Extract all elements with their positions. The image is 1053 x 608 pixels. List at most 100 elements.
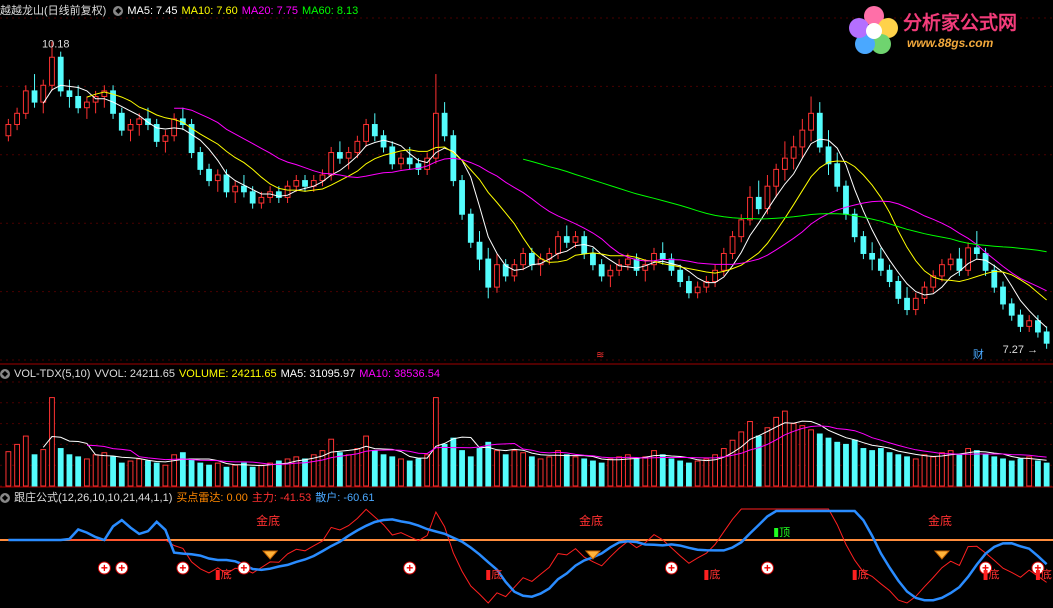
- volume-bar: [555, 450, 561, 487]
- candle-body: [572, 236, 579, 243]
- candle-body: [991, 269, 998, 288]
- candle-body: [563, 236, 570, 243]
- candle-body: [816, 112, 823, 148]
- volume-bar: [668, 458, 675, 487]
- low-price-label: 7.27 →: [1003, 344, 1038, 356]
- candle-body: [432, 112, 439, 159]
- volume-bar: [912, 458, 919, 487]
- plus-circle: [237, 561, 251, 575]
- volume-bar: [825, 437, 832, 487]
- volume-bar: [581, 458, 588, 487]
- candle-body: [258, 196, 265, 204]
- volume-bar: [563, 454, 570, 487]
- candle-body: [162, 135, 169, 142]
- bottom-bar: [983, 570, 988, 580]
- buy-plus-signal: +: [115, 561, 129, 575]
- volume-bar: [179, 452, 186, 487]
- volume-bar: [398, 458, 404, 487]
- volume-bar: [851, 439, 858, 487]
- volume-bar: [590, 460, 596, 487]
- candle-body: [398, 157, 404, 165]
- gold-bottom-label: 金底: [928, 513, 952, 528]
- bottom-label: 底: [989, 567, 1000, 581]
- volume-bar: [249, 466, 256, 487]
- candle-body: [66, 90, 73, 97]
- volume-ma-lines: [42, 420, 1047, 467]
- indicator-title: 跟庄公式(12,26,10,10,21,44,1,1): [14, 492, 173, 504]
- candle-body: [877, 258, 884, 271]
- candle-body: [319, 174, 326, 182]
- volume-bar: [153, 462, 160, 487]
- volume-bar: [738, 431, 745, 487]
- candle-body: [895, 281, 902, 299]
- volume-bar: [66, 454, 73, 487]
- plus-icon: +: [101, 561, 108, 575]
- volume-ma-line: [42, 420, 1047, 467]
- gold-bottom-label: 金底: [579, 513, 603, 528]
- volume-bar: [616, 456, 623, 487]
- plus-icon: +: [1034, 561, 1041, 575]
- collapse-icon[interactable]: ◆: [0, 493, 10, 504]
- candle-body: [337, 152, 343, 159]
- volume-bar: [694, 460, 701, 487]
- candle-body: [520, 252, 527, 266]
- candle-body: [197, 152, 204, 170]
- volume-bar: [450, 437, 457, 487]
- volume-bar: [31, 454, 38, 487]
- candle-body: [939, 264, 945, 277]
- candle-body: [49, 56, 55, 86]
- volume-bar: [467, 456, 474, 487]
- buy-plus-signal: +: [403, 561, 417, 575]
- ma-readout-3: MA60: 8.13: [302, 5, 359, 17]
- volume-bar: [607, 458, 614, 487]
- volume-bar: [432, 397, 439, 487]
- buy-plus-signal: +: [664, 561, 678, 575]
- gold-bottom-label: 金底: [256, 513, 280, 528]
- candle-body: [380, 135, 387, 148]
- candle-body: [834, 163, 841, 187]
- candle-body: [843, 185, 849, 215]
- volume-bar: [1043, 462, 1050, 487]
- volume-bar: [834, 441, 841, 487]
- candle-body: [188, 124, 195, 154]
- volume-title: VOL-TDX(5,10): [14, 368, 91, 380]
- volume-bar: [485, 441, 492, 487]
- volume-bar: [930, 456, 937, 487]
- candle-body: [982, 252, 989, 271]
- volume-bar: [677, 460, 684, 487]
- volume-bar: [598, 462, 605, 487]
- volume-readout-1: VOLUME: 24211.65: [178, 368, 277, 380]
- candle-body: [415, 163, 422, 170]
- flower-icon: [849, 6, 898, 54]
- volume-bar: [939, 452, 945, 487]
- volume-bar: [232, 464, 239, 487]
- bottom-label: 底: [709, 567, 720, 581]
- volume-bar: [528, 456, 535, 487]
- volume-bar: [790, 423, 797, 487]
- volume-bar: [965, 448, 972, 487]
- candle-body: [703, 281, 710, 288]
- plus-circle: [664, 561, 678, 575]
- volume-bar: [171, 454, 178, 487]
- volume-bar: [136, 458, 143, 487]
- candle-body: [921, 286, 928, 299]
- volume-bar: [5, 451, 12, 487]
- collapse-icon[interactable]: ◆: [0, 369, 10, 380]
- candle-body: [607, 269, 614, 277]
- ma-line-ma60: [522, 158, 1047, 253]
- volume-bar: [781, 410, 788, 487]
- candle-body: [860, 236, 867, 254]
- volume-bar: [1017, 458, 1024, 487]
- plus-circle: [760, 561, 774, 575]
- candle-body: [241, 185, 247, 193]
- candle-body: [973, 247, 980, 254]
- bottom-bar: [852, 570, 857, 580]
- settings-toggle-icon[interactable]: ◆: [113, 6, 124, 17]
- buy-plus-signal: +: [237, 561, 251, 575]
- indicator-readout-1: 主力: -41.53: [251, 492, 312, 504]
- volume-bar: [83, 458, 90, 487]
- buy-plus-signal: +: [176, 561, 190, 575]
- volume-bar: [188, 458, 195, 487]
- candle-body: [92, 95, 99, 103]
